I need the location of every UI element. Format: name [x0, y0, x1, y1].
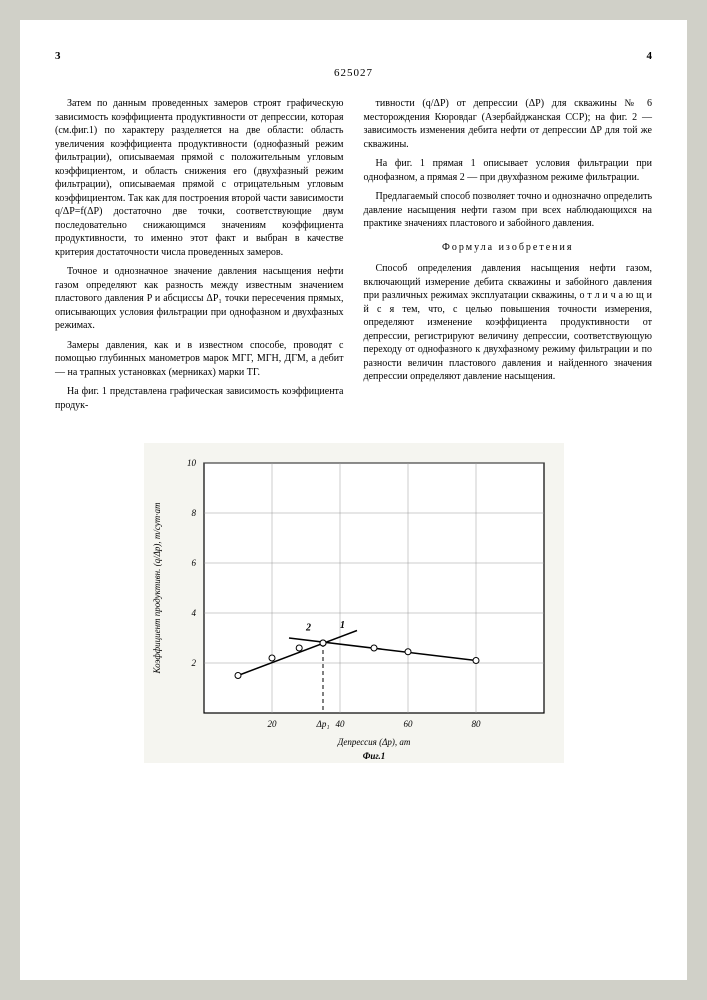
svg-text:2: 2 [191, 658, 196, 668]
column-right: тивности (q/ΔP) от депрессии (ΔP) для ск… [364, 97, 653, 418]
svg-text:20: 20 [267, 719, 277, 729]
body-paragraph: Затем по данным проведенных замеров стро… [55, 97, 344, 259]
productivity-chart: 20 40 60 80 2 4 6 8 10 Δp₁ 1 2 Депрессия (Δp), ат Фиг… [144, 443, 564, 763]
page-numbers-row: 3 4 [55, 50, 652, 62]
body-paragraph: На фиг. 1 представлена графическая завис… [55, 385, 344, 412]
body-paragraph: Предлагаемый способ позволяет точно и од… [364, 190, 653, 231]
body-paragraph: На фиг. 1 прямая 1 описывает условия фил… [364, 157, 653, 184]
formula-title: Формула изобретения [364, 241, 653, 255]
svg-text:4: 4 [191, 608, 196, 618]
text-columns: Затем по данным проведенных замеров стро… [55, 97, 652, 418]
patent-number: 625027 [55, 67, 652, 79]
svg-text:Фиг.1: Фиг.1 [362, 751, 385, 761]
svg-text:40: 40 [335, 719, 345, 729]
svg-text:1: 1 [340, 620, 345, 631]
page: 3 4 625027 Затем по данным проведенных з… [20, 20, 687, 980]
svg-text:8: 8 [191, 508, 196, 518]
svg-text:60: 60 [403, 719, 413, 729]
page-num-right: 4 [647, 50, 653, 62]
formula-paragraph: Способ определения давления насыщения не… [364, 262, 653, 384]
svg-text:Депрессия (Δp), ат: Депрессия (Δp), ат [336, 737, 410, 747]
svg-text:Коэффициент продуктивн. (q/Δp): Коэффициент продуктивн. (q/Δp), т/сут·ат [152, 502, 162, 675]
svg-text:10: 10 [187, 458, 197, 468]
svg-text:2: 2 [305, 623, 311, 634]
body-paragraph: Точное и однозначное значение давления н… [55, 265, 344, 333]
body-paragraph: Замеры давления, как и в известном спосо… [55, 339, 344, 380]
svg-text:6: 6 [191, 558, 196, 568]
svg-text:80: 80 [471, 719, 481, 729]
body-paragraph: тивности (q/ΔP) от депрессии (ΔP) для ск… [364, 97, 653, 151]
chart-container: 20 40 60 80 2 4 6 8 10 Δp₁ 1 2 Депрессия (Δp), ат Фиг… [55, 443, 652, 768]
svg-text:Δp₁: Δp₁ [315, 719, 329, 729]
column-left: Затем по данным проведенных замеров стро… [55, 97, 344, 418]
page-num-left: 3 [55, 50, 61, 62]
